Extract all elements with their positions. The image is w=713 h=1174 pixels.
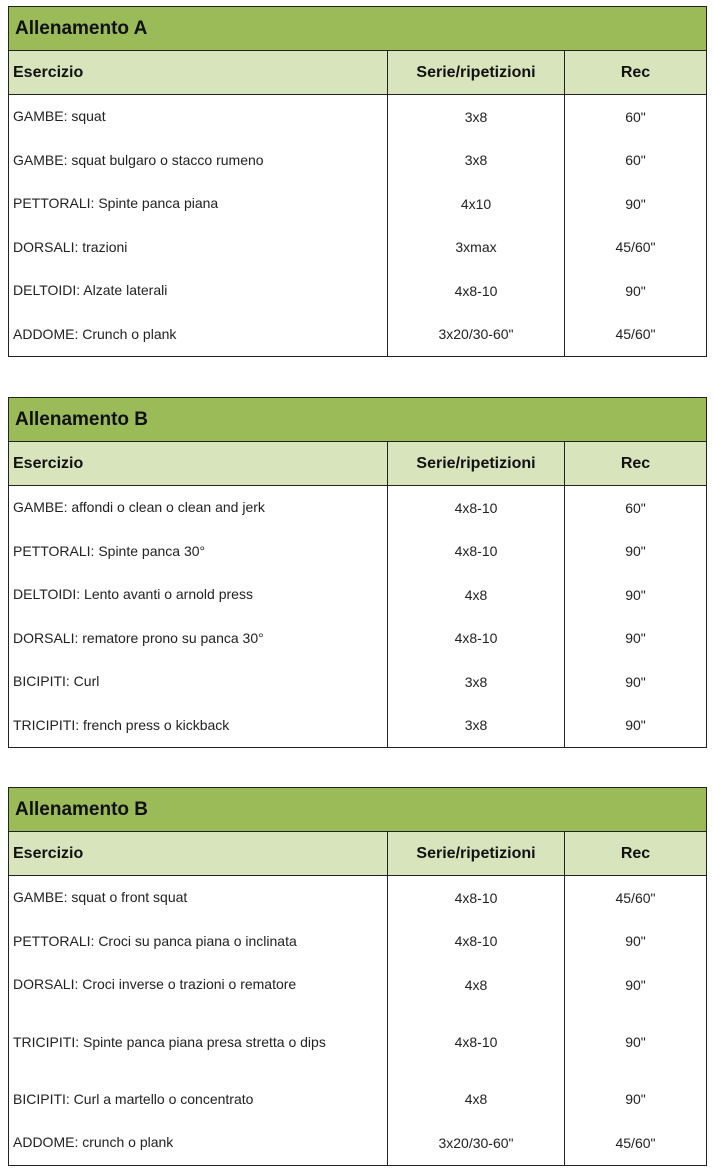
workout-table: Allenamento A Esercizio Serie/ripetizioni R… bbox=[8, 6, 707, 357]
table-cell: 45/60" bbox=[615, 326, 656, 343]
table-title: Allenamento A bbox=[9, 7, 706, 51]
table-cell: BICIPITI: Curl a martello o concentrato bbox=[9, 1077, 388, 1121]
column-header: Esercizio bbox=[9, 832, 388, 875]
table-cell: DELTOIDI: Alzate laterali bbox=[9, 269, 388, 313]
table-row: TRICIPITI: Spinte panca piana presa stre… bbox=[9, 1006, 706, 1078]
table-row: PETTORALI: Croci su panca piana o inclin… bbox=[9, 919, 706, 963]
table-row: ADDOME: Crunch o plank 3x20/30-60" 45/60" bbox=[9, 312, 706, 356]
table-cell: 4x8-10 bbox=[388, 876, 565, 920]
column-header: Rec bbox=[620, 454, 651, 472]
table-cell: PETTORALI: Spinte panca piana bbox=[9, 182, 388, 226]
table-cell: 90" bbox=[625, 1091, 646, 1108]
table-cell: 90" bbox=[625, 543, 646, 560]
table-header-row: Esercizio Serie/ripetizioni Rec bbox=[9, 51, 706, 95]
table-cell: 4x8-10 bbox=[388, 616, 565, 660]
table-row: BICIPITI: Curl a martello o concentrato 4… bbox=[9, 1077, 706, 1121]
table-cell: PETTORALI: Spinte panca 30° bbox=[9, 529, 388, 573]
table-cell: DELTOIDI: Lento avanti o arnold press bbox=[9, 573, 388, 617]
table-row: PETTORALI: Spinte panca piana 4x10 90" bbox=[9, 182, 706, 226]
table-row: DORSALI: trazioni 3xmax 45/60" bbox=[9, 225, 706, 269]
column-header: Serie/ripetizioni bbox=[388, 442, 565, 485]
table-cell: 60" bbox=[625, 152, 646, 169]
table-row: DELTOIDI: Lento avanti o arnold press 4x8… bbox=[9, 573, 706, 617]
column-header: Esercizio bbox=[9, 51, 388, 94]
table-cell: 45/60" bbox=[615, 889, 656, 906]
table-cell: 4x8-10 bbox=[388, 269, 565, 313]
table-cell: 4x10 bbox=[388, 182, 565, 226]
table-cell: BICIPITI: Curl bbox=[9, 660, 388, 704]
table-row: TRICIPITI: french press o kickback 3x8 90" bbox=[9, 703, 706, 747]
table-cell: 90" bbox=[625, 933, 646, 950]
table-cell: 45/60" bbox=[615, 1134, 656, 1151]
table-cell: 90" bbox=[625, 195, 646, 212]
table-row: ADDOME: crunch o plank 3x20/30-60" 45/60" bbox=[9, 1121, 706, 1165]
table-cell: 90" bbox=[625, 282, 646, 299]
table-cell: 3x20/30-60" bbox=[388, 312, 565, 356]
table-cell: 3x8 bbox=[388, 95, 565, 139]
table-row: DORSALI: Croci inverse o trazioni o rema… bbox=[9, 963, 706, 1007]
table-cell: DORSALI: trazioni bbox=[9, 225, 388, 269]
table-cell: DORSALI: rematore prono su panca 30° bbox=[9, 616, 388, 660]
table-cell: TRICIPITI: french press o kickback bbox=[9, 703, 388, 747]
table-cell: TRICIPITI: Spinte panca piana presa stre… bbox=[9, 1006, 388, 1078]
column-header: Serie/ripetizioni bbox=[388, 51, 565, 94]
table-row: GAMBE: squat o front squat 4x8-10 45/60" bbox=[9, 876, 706, 920]
table-cell: 90" bbox=[625, 586, 646, 603]
column-header: Serie/ripetizioni bbox=[388, 832, 565, 875]
table-cell: 4x8 bbox=[388, 963, 565, 1007]
table-cell: PETTORALI: Croci su panca piana o inclin… bbox=[9, 919, 388, 963]
table-cell: 4x8-10 bbox=[388, 1006, 565, 1078]
table-row: GAMBE: squat 3x8 60" bbox=[9, 95, 706, 139]
table-cell: GAMBE: squat bulgaro o stacco rumeno bbox=[9, 138, 388, 182]
table-cell: GAMBE: squat bbox=[9, 95, 388, 139]
table-row: GAMBE: squat bulgaro o stacco rumeno 3x8 6… bbox=[9, 138, 706, 182]
table-title: Allenamento B bbox=[9, 788, 706, 832]
table-cell: 3xmax bbox=[388, 225, 565, 269]
table-cell: 4x8-10 bbox=[388, 919, 565, 963]
table-row: PETTORALI: Spinte panca 30° 4x8-10 90" bbox=[9, 529, 706, 573]
column-header: Rec bbox=[620, 63, 651, 81]
table-row: DELTOIDI: Alzate laterali 4x8-10 90" bbox=[9, 269, 706, 313]
table-cell: 4x8 bbox=[388, 1077, 565, 1121]
table-row: GAMBE: affondi o clean o clean and jerk 4… bbox=[9, 486, 706, 530]
column-header: Rec bbox=[620, 844, 651, 862]
table-header-row: Esercizio Serie/ripetizioni Rec bbox=[9, 442, 706, 486]
table-cell: 3x8 bbox=[388, 703, 565, 747]
table-cell: 45/60" bbox=[615, 239, 656, 256]
table-cell: ADDOME: crunch o plank bbox=[9, 1121, 388, 1165]
table-cell: 90" bbox=[625, 630, 646, 647]
table-cell: 60" bbox=[625, 108, 646, 125]
column-header: Esercizio bbox=[9, 442, 388, 485]
table-cell: 90" bbox=[625, 673, 646, 690]
table-row: DORSALI: rematore prono su panca 30° 4x8-… bbox=[9, 616, 706, 660]
workout-table: Allenamento B Esercizio Serie/ripetizioni R… bbox=[8, 787, 707, 1166]
table-cell: GAMBE: squat o front squat bbox=[9, 876, 388, 920]
table-cell: 4x8-10 bbox=[388, 486, 565, 530]
table-title: Allenamento B bbox=[9, 398, 706, 442]
table-cell: ADDOME: Crunch o plank bbox=[9, 312, 388, 356]
table-cell: 3x8 bbox=[388, 660, 565, 704]
table-row: BICIPITI: Curl 3x8 90" bbox=[9, 660, 706, 704]
table-cell: 90" bbox=[625, 717, 646, 734]
table-cell: 60" bbox=[625, 499, 646, 516]
table-cell: 90" bbox=[625, 1034, 646, 1050]
table-cell: 90" bbox=[625, 976, 646, 993]
workout-table: Allenamento B Esercizio Serie/ripetizioni R… bbox=[8, 397, 707, 748]
table-cell: GAMBE: affondi o clean o clean and jerk bbox=[9, 486, 388, 530]
table-cell: 3x8 bbox=[388, 138, 565, 182]
table-cell: DORSALI: Croci inverse o trazioni o rema… bbox=[9, 963, 388, 1007]
table-cell: 4x8-10 bbox=[388, 529, 565, 573]
table-header-row: Esercizio Serie/ripetizioni Rec bbox=[9, 832, 706, 876]
table-cell: 3x20/30-60" bbox=[388, 1121, 565, 1165]
table-cell: 4x8 bbox=[388, 573, 565, 617]
